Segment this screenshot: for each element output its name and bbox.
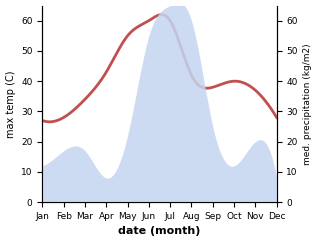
X-axis label: date (month): date (month) xyxy=(118,227,201,236)
Y-axis label: max temp (C): max temp (C) xyxy=(5,70,16,138)
Y-axis label: med. precipitation (kg/m2): med. precipitation (kg/m2) xyxy=(303,43,313,165)
